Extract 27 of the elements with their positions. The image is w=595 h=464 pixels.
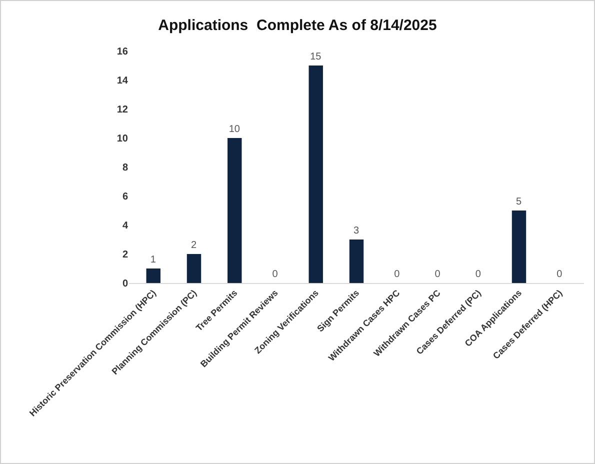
y-tick-label: 4 xyxy=(122,220,128,232)
y-tick-label: 8 xyxy=(122,162,128,174)
data-label: 0 xyxy=(434,269,441,280)
y-tick-label: 14 xyxy=(116,76,128,86)
y-tick-label: 2 xyxy=(122,250,128,260)
y-tick-label: 12 xyxy=(116,104,128,116)
data-label: 15 xyxy=(310,52,322,62)
bar xyxy=(146,268,160,283)
data-label: 2 xyxy=(191,240,197,251)
data-label: 5 xyxy=(516,196,522,208)
bar xyxy=(308,66,323,283)
y-tick-label: 16 xyxy=(116,46,128,58)
y-tick-label: 6 xyxy=(122,192,128,202)
chart-title: Applications Complete As of 8/14/2025 xyxy=(158,16,437,34)
y-tick-label: 0 xyxy=(122,278,128,290)
data-label: 3 xyxy=(354,226,360,236)
bar xyxy=(186,254,202,283)
data-label: 10 xyxy=(228,124,240,135)
bar xyxy=(512,210,526,283)
bar xyxy=(349,240,364,283)
data-label: 0 xyxy=(272,269,278,280)
data-label: 0 xyxy=(475,269,482,280)
data-label: 0 xyxy=(556,269,563,280)
bar xyxy=(228,138,242,283)
data-label: 0 xyxy=(394,269,400,280)
data-label: 1 xyxy=(150,254,156,266)
y-tick-label: 10 xyxy=(116,134,128,144)
